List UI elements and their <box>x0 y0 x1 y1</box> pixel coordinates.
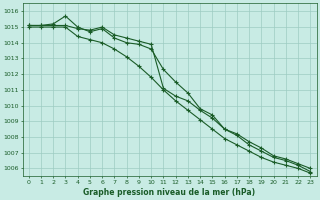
X-axis label: Graphe pression niveau de la mer (hPa): Graphe pression niveau de la mer (hPa) <box>84 188 256 197</box>
